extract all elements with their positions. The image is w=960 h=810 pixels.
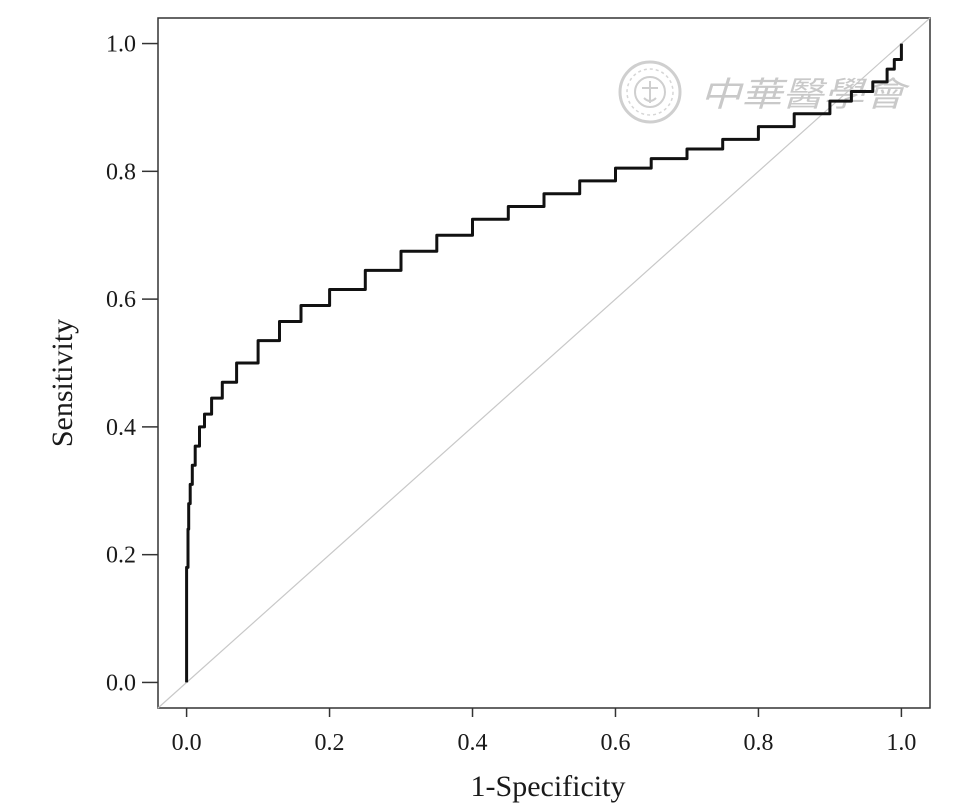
y-tick-label: 0.6 — [106, 287, 136, 313]
y-axis: 0.0 0.2 0.4 0.6 0.8 1.0 — [106, 32, 158, 696]
x-tick-label: 0.8 — [743, 730, 773, 756]
y-tick-label: 1.0 — [106, 32, 136, 58]
y-axis-title: Sensitivity — [46, 319, 79, 447]
y-tick-label: 0.4 — [106, 415, 136, 441]
x-axis-title: 1-Specificity — [471, 770, 626, 803]
x-tick-label: 0.0 — [172, 730, 202, 756]
x-tick-label: 1.0 — [886, 730, 916, 756]
x-axis: 0.0 0.2 0.4 0.6 0.8 1.0 — [172, 708, 916, 756]
y-tick-label: 0.2 — [106, 543, 136, 569]
x-tick-label: 0.2 — [315, 730, 345, 756]
roc-curve-line — [185, 43, 903, 683]
y-tick-label: 0.8 — [106, 159, 136, 185]
x-tick-label: 0.4 — [458, 730, 488, 756]
reference-diagonal-line — [157, 17, 931, 709]
watermark-seal-icon — [618, 60, 682, 124]
y-tick-label: 0.0 — [106, 670, 136, 696]
x-tick-label: 0.6 — [600, 730, 630, 756]
